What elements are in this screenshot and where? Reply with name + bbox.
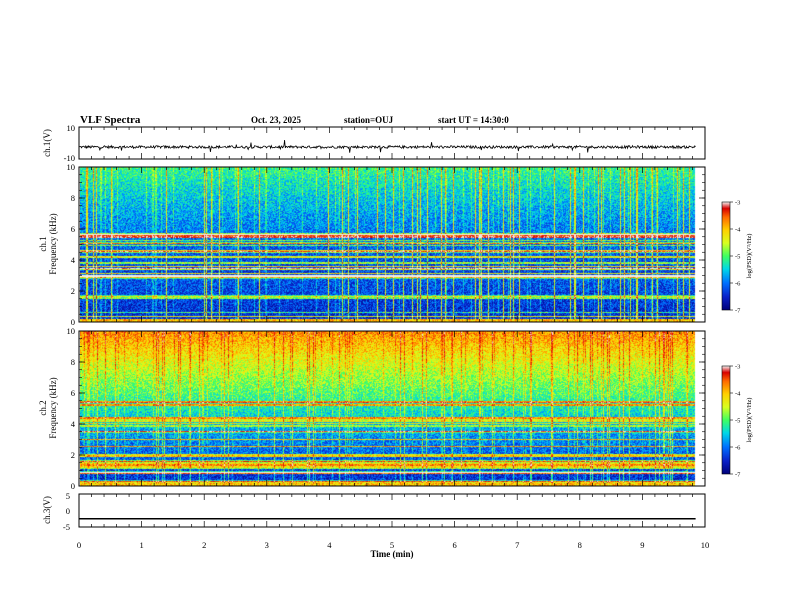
ch1-spectrogram-panel: 0 2 4 6 8 10 ch.1 Frequency (kHz) -3 -4 -5 -6 -7 …	[38, 162, 753, 327]
time-tick-marks	[78, 127, 706, 527]
frequency-tick-label: 8	[71, 357, 75, 367]
ch1-colorbar-gradient	[721, 201, 731, 311]
frequency-tick-label: 6	[71, 388, 75, 398]
ch1-waveform-trace	[79, 139, 696, 153]
station-label: station=OUJ	[344, 115, 394, 125]
ch3-waveform-ylabel: ch.3(V)	[42, 496, 52, 524]
frequency-tick-label: 10	[67, 326, 76, 336]
ch1-waveform-ylabel: ch.1(V)	[42, 129, 52, 157]
colorbar-tick-label: -3	[735, 364, 740, 371]
time-tick-label: 8	[578, 540, 582, 550]
colorbar-tick-label: -5	[735, 254, 740, 261]
ch1-colorbar-label: log(PSD)(V²/Hz)	[746, 234, 753, 279]
colorbar-tick-label: -7	[735, 472, 741, 479]
frequency-tick-label: 10	[67, 162, 76, 172]
frequency-tick-label: 2	[71, 450, 75, 460]
ch1-colorbar: -3 -4 -5 -6 -7 log(PSD)(V²/Hz)	[721, 200, 753, 315]
time-tick-label: 5	[390, 540, 394, 550]
ch1-spectrogram-image-wrap	[80, 167, 704, 322]
ch1-spectrogram-heatmap	[80, 167, 704, 322]
ch1-spectrogram-ylabel-frequency: Frequency (kHz)	[48, 213, 58, 274]
figure-title: VLF Spectra	[80, 114, 141, 126]
ch1-spectrogram-ylabel-channel: ch.1	[38, 236, 48, 251]
start-ut-label: start UT = 14:30:0	[438, 115, 509, 125]
time-tick-label: 7	[515, 540, 519, 550]
ch2-spectrogram-ylabel-frequency: Frequency (kHz)	[48, 377, 58, 438]
ch1-ytick-top: 10	[67, 123, 76, 133]
time-axis-tick-labels: 0 1 2 3 4 5 6 7 8 9 10	[77, 540, 709, 550]
time-tick-label: 10	[701, 540, 710, 550]
frequency-tick-label: 2	[71, 286, 75, 296]
time-tick-label: 3	[265, 540, 269, 550]
colorbar-tick-label: -7	[735, 308, 741, 315]
time-tick-label: 6	[452, 540, 456, 550]
ch2-colorbar: -3 -4 -5 -6 -7 log(PSD)(V²/Hz)	[721, 364, 753, 479]
ch3-ytick-bottom: -5	[63, 522, 70, 532]
ch1-ytick-bottom: -10	[64, 153, 75, 163]
ch2-spectrogram-ylabel-channel: ch.2	[38, 400, 48, 415]
time-tick-label: 4	[327, 540, 332, 550]
date-label: Oct. 23, 2025	[251, 115, 301, 125]
ch2-spectrogram-heatmap	[80, 331, 704, 486]
frequency-tick-label: 0	[71, 481, 75, 491]
time-tick-label: 2	[202, 540, 206, 550]
ch3-ytick-top: 5	[66, 491, 70, 501]
colorbar-tick-label: -6	[735, 445, 741, 452]
time-tick-label: 0	[77, 540, 81, 550]
ch2-colorbar-label: log(PSD)(V²/Hz)	[746, 398, 753, 443]
colorbar-tick-label: -5	[735, 418, 740, 425]
time-tick-label: 9	[640, 540, 644, 550]
ch3-ytick-middle: 0	[66, 506, 70, 516]
frequency-tick-label: 4	[71, 419, 76, 429]
time-axis-label: Time (min)	[370, 549, 413, 559]
frequency-tick-label: 0	[71, 317, 75, 327]
ch2-spectrogram-image-wrap	[80, 331, 704, 486]
colorbar-tick-label: -4	[735, 391, 741, 398]
ch2-spectrogram-panel: 0 2 4 6 8 10 ch.2 Frequency (kHz) -3 -4 -5 -6 -7 …	[38, 326, 753, 491]
ch2-colorbar-gradient	[721, 365, 731, 475]
frequency-tick-label: 4	[71, 255, 76, 265]
colorbar-tick-label: -3	[735, 200, 740, 207]
colorbar-tick-label: -6	[735, 281, 741, 288]
frequency-tick-label: 8	[71, 193, 75, 203]
time-tick-label: 1	[139, 540, 143, 550]
colorbar-tick-label: -4	[735, 227, 741, 234]
frequency-tick-label: 6	[71, 224, 75, 234]
